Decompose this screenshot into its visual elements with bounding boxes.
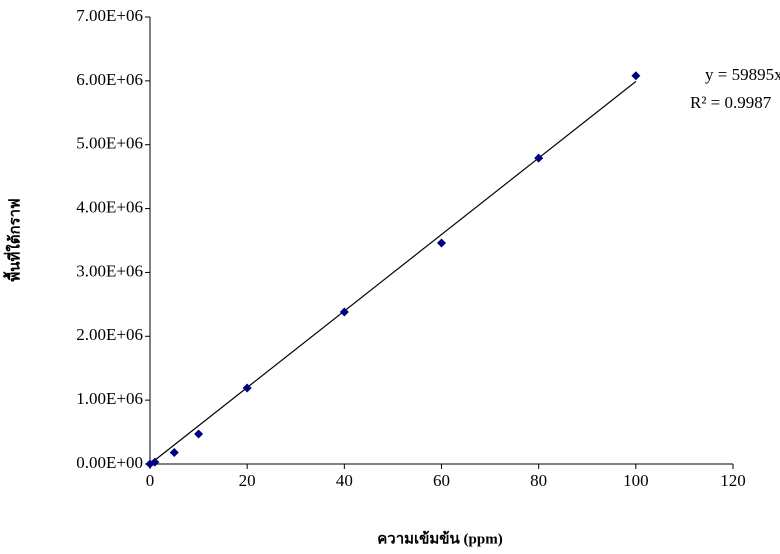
trendline-equation: y = 59895x — [705, 65, 780, 84]
data-point — [169, 448, 179, 458]
data-point — [339, 307, 349, 317]
y-axis-title: พื้นที่ใต้กราฟ — [2, 198, 23, 281]
data-point — [150, 457, 160, 467]
x-tick-label: 20 — [239, 471, 256, 490]
y-tick-label: 0.00E+00 — [76, 453, 143, 472]
y-tick-label: 2.00E+06 — [76, 325, 143, 344]
x-tick-label: 40 — [336, 471, 353, 490]
x-tick-label: 120 — [720, 471, 746, 490]
trendline — [149, 81, 637, 465]
x-tick-label: 60 — [433, 471, 450, 490]
x-tick-label: 80 — [530, 471, 547, 490]
y-tick-label: 5.00E+06 — [76, 134, 143, 153]
y-tick-label: 4.00E+06 — [76, 197, 143, 216]
data-point — [194, 429, 204, 439]
y-tick-label: 6.00E+06 — [76, 70, 143, 89]
y-tick-label: 7.00E+06 — [76, 6, 143, 25]
data-point — [242, 383, 252, 393]
data-point — [534, 153, 544, 163]
y-tick-label: 3.00E+06 — [76, 261, 143, 280]
x-tick-label: 100 — [623, 471, 649, 490]
trendline-r2: R² = 0.9987 — [690, 93, 772, 112]
y-tick-label: 1.00E+06 — [76, 389, 143, 408]
data-point — [437, 238, 446, 248]
data-point — [631, 71, 641, 81]
x-tick-label: 0 — [146, 471, 155, 490]
x-axis-title: ความเข้มข้น (ppm) — [377, 530, 502, 547]
